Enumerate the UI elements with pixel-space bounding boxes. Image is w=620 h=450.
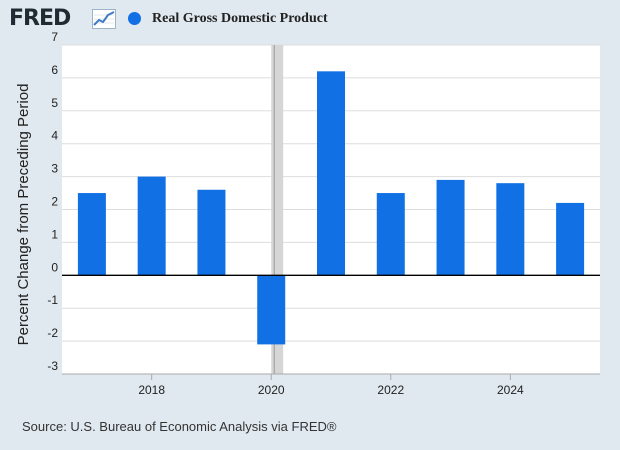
y-tick-label: 1	[51, 227, 58, 241]
bars	[77, 71, 585, 345]
y-tick-label: 7	[51, 30, 58, 44]
bar	[556, 202, 585, 276]
bar	[496, 183, 525, 276]
bar	[257, 275, 286, 345]
source-note: Source: U.S. Bureau of Economic Analysis…	[22, 419, 337, 434]
y-tick-label: 6	[51, 63, 58, 77]
bar	[317, 71, 345, 276]
legend-label[interactable]: Real Gross Domestic Product	[152, 11, 328, 26]
y-tick-label: 4	[51, 129, 58, 143]
bar	[436, 179, 465, 276]
y-tick-label: 5	[51, 96, 58, 110]
bar	[376, 193, 405, 276]
axes: -3 -2 -1 0 1 2 3 4 5 6 7 2018 2020 2022 2024	[47, 30, 600, 397]
fred-logo[interactable]: FRED	[9, 6, 71, 31]
y-tick-label: 0	[51, 260, 58, 274]
bar	[77, 193, 106, 276]
circle-icon	[128, 12, 141, 25]
x-tick-label: 2018	[138, 383, 165, 397]
y-tick-label: 3	[51, 162, 58, 176]
x-tick-label: 2024	[497, 383, 524, 397]
chart-header: FRED Real Gross Domestic Product	[0, 0, 620, 40]
x-tick-label: 2020	[258, 383, 285, 397]
y-axis-label: Percent Change from Preceding Period	[15, 84, 32, 346]
x-tick-label: 2022	[377, 383, 404, 397]
y-tick-label: -1	[47, 293, 58, 307]
line-graph-icon	[92, 9, 116, 29]
y-tick-label: -3	[47, 359, 58, 373]
y-tick-label: 2	[51, 195, 58, 209]
bar	[137, 176, 166, 276]
bar	[197, 189, 226, 276]
recession-band	[271, 45, 284, 374]
y-tick-label: -2	[47, 326, 58, 340]
